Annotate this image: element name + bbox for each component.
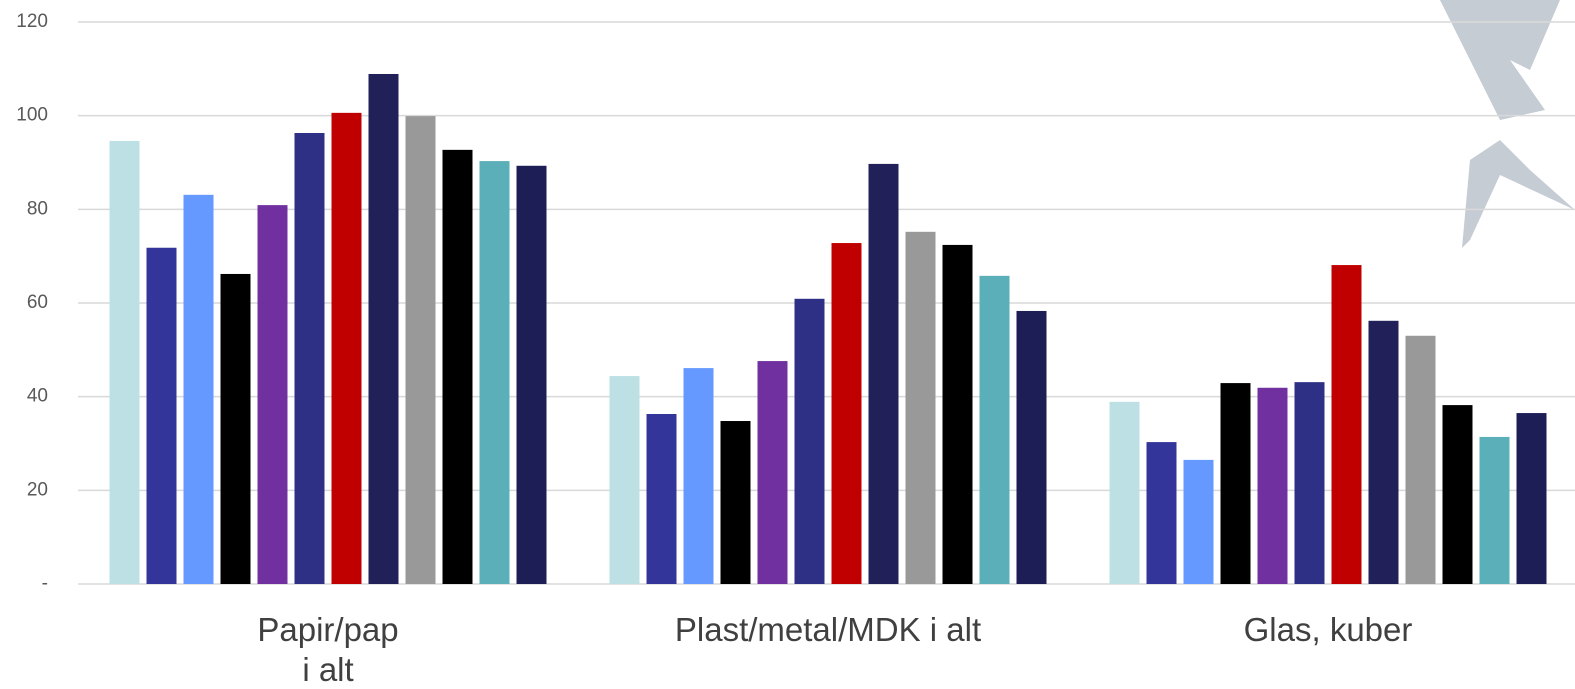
watermark: [1440, 0, 1575, 248]
bar: [757, 361, 788, 584]
bar: [1220, 383, 1251, 584]
bar: [1183, 459, 1214, 584]
y-tick-label: 80: [27, 198, 48, 219]
bar: [794, 298, 825, 584]
bar: [442, 149, 473, 585]
bar: [368, 73, 399, 585]
bar: [1109, 401, 1140, 584]
bar: [220, 273, 251, 584]
bar: [1405, 335, 1436, 584]
y-tick-label: 60: [27, 292, 48, 313]
bar: [1516, 413, 1547, 584]
y-tick-label: 120: [16, 11, 48, 32]
bar: [831, 243, 862, 584]
bar: [516, 165, 547, 585]
bar: [720, 421, 751, 584]
bar: [1146, 442, 1177, 584]
bar: [405, 116, 436, 584]
bar: [183, 194, 214, 584]
bar: [609, 376, 640, 584]
bar: [257, 205, 288, 584]
bar: [1016, 310, 1047, 584]
x-tick-label: Papir/pap i alt: [257, 611, 399, 688]
bar: [1294, 382, 1325, 584]
bar: [1331, 265, 1362, 584]
y-tick-label: -: [42, 573, 48, 594]
bar: [1442, 405, 1473, 584]
bar: [979, 275, 1010, 584]
bar: [905, 231, 936, 584]
x-tick-label: Plast/metal/MDK i alt: [674, 611, 982, 648]
x-tick-label: Glas, kuber: [1243, 611, 1413, 648]
bar: [646, 413, 677, 584]
bar: [479, 161, 510, 584]
bar: [683, 368, 714, 584]
bar: [868, 163, 899, 584]
bar: [1368, 320, 1399, 584]
bar: [294, 132, 325, 584]
y-tick-label: 40: [27, 386, 48, 407]
bar: [1479, 436, 1510, 584]
y-tick-label: 100: [16, 105, 48, 126]
bar: [942, 244, 973, 584]
bar: [331, 112, 362, 585]
bar: [109, 140, 140, 584]
bar: [1257, 387, 1288, 584]
y-tick-label: 20: [27, 479, 48, 500]
bar: [146, 247, 177, 584]
